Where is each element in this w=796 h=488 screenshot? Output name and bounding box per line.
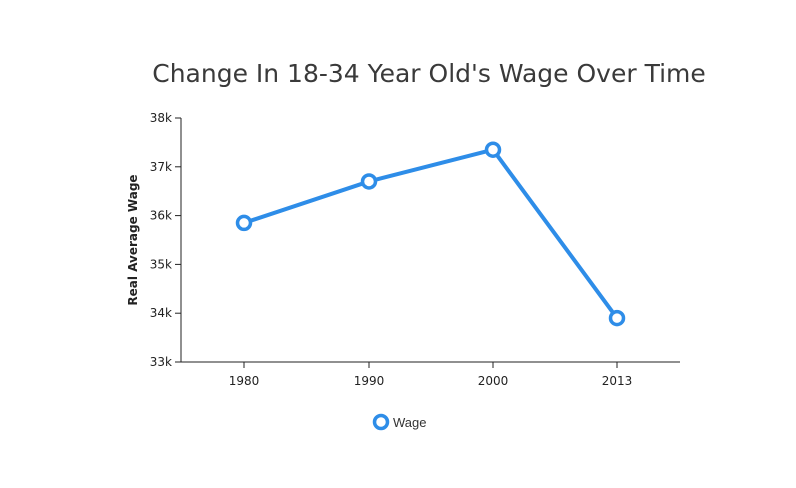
x-axis-ticks: 1980 1990 2000 2013 <box>229 362 633 388</box>
data-point-1990[interactable] <box>360 173 378 190</box>
y-tick-label: 35k <box>150 257 172 271</box>
y-tick-label: 37k <box>150 160 172 174</box>
x-tick-label: 2000 <box>478 374 509 388</box>
y-axis-title: Real Average Wage <box>126 174 140 305</box>
data-point-1980[interactable] <box>235 214 253 232</box>
data-point-2013[interactable] <box>608 309 626 327</box>
y-axis-ticks: 33k 34k 35k 36k 37k 38k <box>150 111 181 369</box>
x-tick-label: 1980 <box>229 374 260 388</box>
y-tick-label: 38k <box>150 111 172 125</box>
legend-marker-wage <box>372 413 390 431</box>
y-tick-label: 36k <box>150 209 172 223</box>
data-point-2000[interactable] <box>484 141 502 158</box>
series-line-wage <box>242 147 619 321</box>
y-axis-title-group: Real Average Wage <box>126 174 140 305</box>
legend[interactable]: Wage <box>372 413 427 431</box>
x-tick-label: 1990 <box>354 374 385 388</box>
y-tick-label: 33k <box>150 355 172 369</box>
y-tick-label: 34k <box>150 306 172 320</box>
x-tick-label: 2013 <box>602 374 633 388</box>
legend-label-wage: Wage <box>393 415 426 430</box>
series-layer <box>235 141 626 327</box>
chart-title: Change In 18-34 Year Old's Wage Over Tim… <box>152 59 706 88</box>
